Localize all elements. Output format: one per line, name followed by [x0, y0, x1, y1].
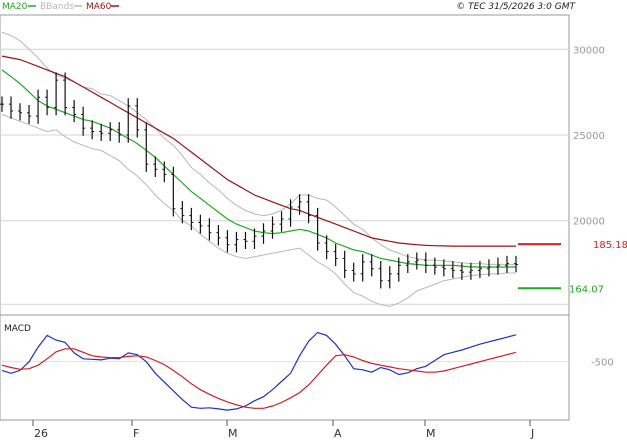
ohlc-bar [459, 262, 464, 280]
ohlc-bar [81, 106, 86, 136]
ohlc-bar [108, 122, 113, 141]
ma60-line [1, 55, 516, 247]
ohlc-bar [477, 261, 482, 279]
legend-ma60-label: MA60 [86, 2, 112, 12]
price-tick-label: 30000 [573, 45, 605, 56]
macd-title: MACD [4, 324, 31, 334]
month-label: A [334, 427, 342, 440]
ohlc-bar [54, 72, 59, 116]
ohlc-bar [441, 259, 446, 277]
macd-tick-labels: -500 [591, 358, 614, 369]
ohlc-bar [234, 231, 239, 253]
ohlc-bar [18, 103, 23, 121]
ohlc-bar [243, 231, 248, 249]
ohlc-bar [261, 223, 266, 244]
ohlc-bar [486, 259, 491, 277]
legend-ma20-label: MA20 [2, 2, 28, 12]
macd-lines [1, 331, 517, 411]
ohlc-bar [514, 255, 518, 273]
ohlc-bar [180, 201, 185, 224]
ohlc-bar [216, 225, 221, 246]
ohlc-bar [27, 105, 32, 124]
macd-line [1, 331, 517, 411]
ohlc-bar [369, 254, 374, 277]
macd-panel-frame [0, 314, 570, 421]
ohlc-bar [306, 194, 311, 224]
ohlc-bar [351, 262, 356, 282]
ohlc-bar [45, 89, 50, 116]
ohlc-bar [387, 266, 392, 289]
ohlc-bar [252, 228, 257, 249]
macd-signal-line [1, 348, 517, 409]
ohlc-bar [270, 216, 275, 239]
ohlc-bar [144, 122, 149, 172]
ohlc-bar [162, 161, 167, 183]
month-axis: 26 F M A M J [32, 420, 534, 440]
ohlc-bar [315, 207, 320, 251]
bband-lower-line [1, 113, 516, 307]
ohlc-bar [99, 123, 104, 141]
ohlc-bar [117, 122, 122, 143]
month-label: F [133, 427, 139, 440]
legend-bbands-label: BBands [40, 2, 74, 12]
price-grid [0, 48, 569, 305]
ohlc-bar [504, 255, 509, 273]
ohlc-bar [360, 254, 365, 282]
copyright-text: © TEC 31/5/2026 3:0 GMT [456, 2, 576, 12]
month-label: 26 [34, 427, 48, 440]
macd-tick-label: -500 [591, 358, 614, 369]
ohlc-bar [153, 156, 158, 177]
ohlc-bar [468, 262, 473, 280]
macd-panel: -500 MACD [0, 314, 614, 421]
ohlc-bar [72, 99, 77, 123]
price-tick-label: 25000 [573, 131, 605, 142]
legend: MA20 BBands MA60 [2, 2, 119, 12]
bband-upper-line [1, 31, 516, 265]
price-bbands [1, 31, 516, 307]
ohlc-bar [207, 218, 212, 241]
month-label: M [426, 427, 436, 440]
price-panel: 30000 25000 20000 185.18 164.07 [0, 14, 627, 316]
ohlc-bar [414, 252, 419, 270]
ohlc-bar [450, 261, 455, 279]
price-last-value: 164.07 [569, 284, 604, 295]
ohlc-bar [378, 261, 383, 289]
price-ohlc-bars [0, 72, 518, 289]
ohlc-bar [126, 98, 131, 143]
ohlc-bar [171, 166, 176, 217]
ohlc-bar [432, 257, 437, 275]
ohlc-bar [423, 252, 428, 273]
ohlc-bar [225, 230, 230, 253]
ohlc-bar [189, 207, 194, 231]
ohlc-bar [396, 257, 401, 282]
month-label: M [228, 427, 238, 440]
ohlc-bar [63, 72, 68, 116]
ohlc-bar [198, 214, 203, 234]
ma60-last-value: 185.18 [593, 240, 627, 251]
ohlc-bar [405, 254, 410, 273]
ohlc-bar [297, 194, 302, 215]
price-tick-labels: 30000 25000 20000 [573, 45, 605, 227]
month-label: J [530, 427, 534, 440]
last-value-markers: 185.18 164.07 [518, 240, 627, 295]
ohlc-bar [333, 243, 338, 267]
ohlc-bar [90, 120, 95, 140]
ohlc-bar [135, 98, 140, 138]
price-ma-lines [1, 55, 516, 268]
ohlc-bar [279, 211, 284, 232]
ohlc-bar [342, 250, 347, 279]
price-tick-label: 20000 [573, 217, 605, 228]
ohlc-bar [288, 199, 293, 227]
ohlc-bar [324, 235, 329, 260]
ma20-line [1, 69, 516, 268]
ohlc-bar [9, 96, 14, 119]
ohlc-bar [0, 96, 4, 112]
ohlc-bar [495, 257, 500, 275]
ohlc-bar [36, 89, 41, 124]
